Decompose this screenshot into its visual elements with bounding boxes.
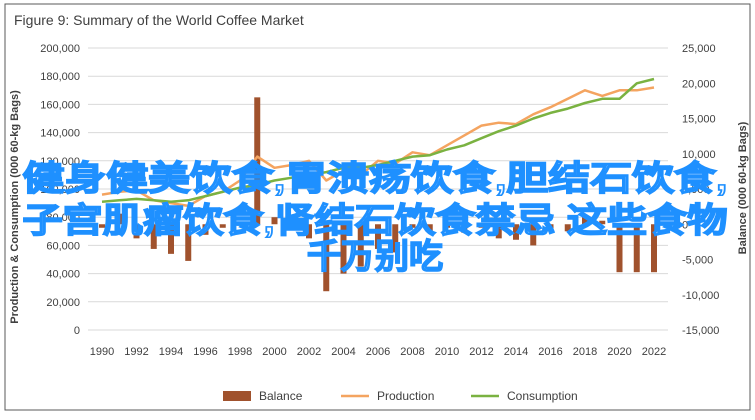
x-tick-label: 1992 [124, 346, 148, 358]
overlay-line-1: 健身健美饮食,胃溃疡饮食,胆结石饮食, [23, 159, 728, 198]
balance-bar [530, 224, 537, 246]
balance-bar [633, 224, 640, 273]
balance-bar [185, 224, 192, 261]
y-axis-right-label: Balance (000 60-kg Bags) [737, 121, 749, 254]
x-tick-label: 2008 [400, 346, 424, 358]
x-tick-label: 1990 [90, 346, 114, 358]
y-right-tick-label: -15,000 [682, 325, 719, 337]
x-tick-label: 2004 [331, 346, 355, 358]
balance-bar [478, 224, 485, 228]
y-right-tick-label: -5,000 [682, 255, 713, 267]
balance-bar [288, 224, 295, 228]
balance-bars [99, 97, 657, 292]
gridlines [88, 47, 668, 331]
x-tick-label: 2002 [297, 346, 321, 358]
y-left-tick-label: 180,000 [40, 71, 80, 83]
balance-bar [168, 224, 174, 254]
y-axis-left-label: Production & Consumption (000 60-kg Bags… [9, 90, 21, 324]
balance-bar [116, 213, 123, 225]
x-tick-label: 2006 [366, 346, 390, 358]
balance-bar [616, 224, 623, 273]
axis-ticks: 0 20,000 40,000 60,000 80,000 100,000 120,000 1… [40, 43, 719, 358]
legend-label-production: Production [377, 389, 434, 403]
balance-bar [547, 224, 554, 232]
y-left-tick-label: 60,000 [46, 240, 80, 252]
balance-bar [99, 224, 105, 228]
overlay-line-2: 子宫肌瘤饮食,肾结石饮食禁忌 这些食物 [23, 201, 728, 240]
balance-bar [202, 224, 209, 235]
balance-bar [582, 217, 588, 225]
y-left-tick-label: 140,000 [40, 128, 80, 140]
series-lines [101, 77, 655, 208]
y-left-tick-label: 0 [74, 325, 80, 337]
overlay-line-3: 千万别吃 [307, 238, 443, 276]
x-tick-label: 2016 [538, 346, 562, 358]
y-left-tick-label: 160,000 [40, 99, 80, 111]
balance-bar [461, 224, 468, 233]
balance-bar [133, 224, 140, 239]
x-tick-label: 2014 [504, 346, 528, 358]
x-tick-label: 2012 [469, 346, 493, 358]
balance-bar [564, 224, 571, 232]
x-tick-label: 1994 [159, 346, 183, 358]
balance-bar [444, 224, 450, 228]
y-left-tick-label: 120,000 [40, 156, 80, 168]
y-right-tick-label: 25,000 [682, 43, 716, 55]
legend-label-consumption: Consumption [507, 389, 578, 403]
chart-title: Figure 9: Summary of the World Coffee Ma… [14, 12, 304, 28]
balance-bar [357, 224, 364, 267]
balance-bar [651, 224, 657, 273]
y-right-tick-label: 20,000 [682, 78, 716, 90]
balance-bar [513, 224, 519, 240]
balance-bar [375, 224, 381, 249]
y-right-tick-label: 10,000 [682, 149, 716, 161]
balance-bar [219, 224, 226, 228]
y-left-tick-label: 40,000 [46, 269, 80, 281]
balance-bar [271, 217, 278, 225]
x-tick-label: 2000 [262, 346, 286, 358]
balance-bar [392, 224, 399, 253]
y-left-tick-label: 80,000 [46, 212, 80, 224]
balance-bar [306, 224, 312, 239]
balance-bar [254, 97, 261, 225]
x-tick-label: 1998 [228, 346, 252, 358]
y-right-tick-label: -10,000 [682, 290, 719, 302]
legend-label-balance: Balance [259, 389, 303, 403]
chart-border [4, 3, 751, 411]
balance-bar [426, 224, 433, 232]
y-left-tick-label: 20,000 [46, 297, 80, 309]
legend-swatch-balance [223, 391, 251, 401]
y-left-tick-label: 100,000 [40, 184, 80, 196]
legend: Balance Production Consumption [223, 389, 578, 403]
consumption-line [101, 77, 655, 203]
balance-bar [323, 224, 330, 292]
y-right-tick-label: 0 [682, 219, 688, 231]
x-tick-label: 2018 [573, 346, 597, 358]
x-tick-label: 2020 [607, 346, 631, 358]
balance-bar [150, 224, 157, 249]
production-line [101, 86, 655, 208]
x-tick-label: 2022 [642, 346, 666, 358]
overlay-text: 健身健美饮食,胃溃疡饮食,胆结石饮食, 子宫肌瘤饮食,肾结石饮食禁忌 这些食物 … [22, 158, 729, 277]
balance-bar [237, 224, 243, 226]
balance-bar [599, 220, 606, 225]
x-tick-label: 1996 [193, 346, 217, 358]
y-right-tick-label: 15,000 [682, 114, 716, 126]
balance-bar [409, 224, 416, 228]
y-left-tick-label: 200,000 [40, 43, 80, 55]
balance-bar [340, 224, 347, 274]
balance-bar [495, 224, 502, 239]
x-tick-label: 2010 [435, 346, 459, 358]
y-right-tick-label: 5,000 [682, 184, 710, 196]
